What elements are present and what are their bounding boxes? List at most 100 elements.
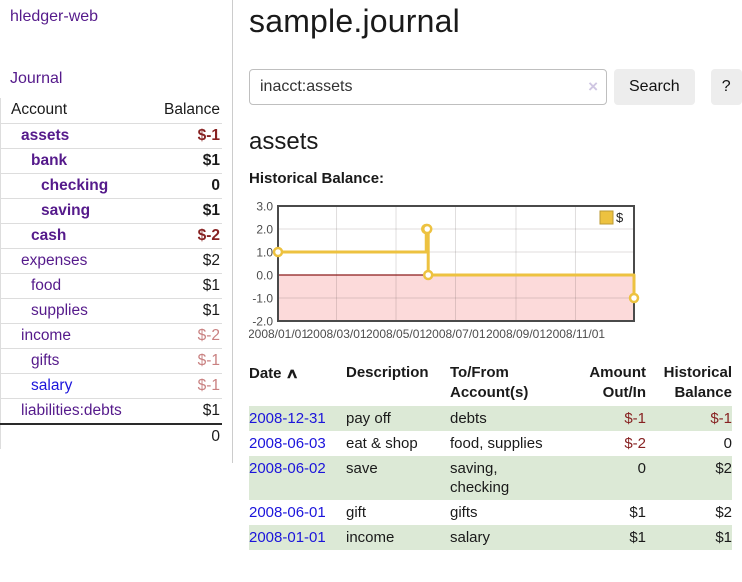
balance-row: gifts $-1 [0,348,222,374]
account-balance: $-1 [197,377,220,394]
legend-swatch [599,210,614,225]
account-cell: saving [1,199,151,224]
data-point-marker [421,223,433,235]
balance-total-row: 0 [0,423,222,449]
account-link-supplies[interactable]: supplies [31,302,88,319]
description-cell: income [346,529,395,546]
page-title: sample.journal [249,3,460,39]
balance-header-row: Account Balance [1,98,223,124]
transaction-row: 2008-06-03 eat & shop food, supplies $-2 0 [249,431,732,456]
page: hledger-web Journal Account Balance asse… [0,0,742,550]
header-label: Amount [589,364,646,381]
balance-total-spacer [0,423,151,449]
account-link-expenses[interactable]: expenses [21,252,88,269]
search-row: × Search ? [249,69,742,105]
balance-row: bank $1 [0,148,222,174]
description-cell: save [346,460,378,477]
transaction-date-link[interactable]: 2008-01-01 [249,529,326,546]
register-table: Date ∧ Description To/From Account(s) Amount O… [249,363,732,550]
account-cell: bank [1,149,151,174]
account-balance: $1 [202,277,220,294]
accounts-cell: food, supplies [450,435,543,452]
sidebar-item-journal[interactable]: Journal [10,70,63,87]
account-balance: $2 [202,252,220,269]
clear-search-icon[interactable]: × [588,77,598,96]
amount-cell: $1 [629,504,646,521]
transaction-date-link[interactable]: 2008-06-02 [249,460,326,477]
header-label: Account(s) [450,384,529,401]
account-cell: food [1,274,151,299]
date-cell: 2008-06-01 [249,500,346,525]
account-balance: $-1 [197,127,220,144]
account-balance: $-2 [197,227,220,244]
chart-label: Historical Balance: [249,170,385,187]
balance-header-account: Account [11,101,68,118]
account-balance: $1 [202,202,220,219]
account-link-liabilities-debts[interactable]: liabilities:debts [21,402,122,419]
account-link-food[interactable]: food [31,277,62,294]
account-cell: supplies [1,299,151,324]
balance-row: cash $-2 [0,223,222,249]
account-balance: $-2 [197,327,220,344]
account-title: assets [249,128,319,155]
account-link-salary[interactable]: salary [31,377,73,394]
account-cell: gifts [1,349,151,374]
description-cell: pay off [346,410,391,427]
register-header-row: Date ∧ Description To/From Account(s) Amount O… [249,363,732,406]
search-button[interactable]: Search [614,69,695,105]
x-tick-label: 2008/07/01 [425,327,485,341]
account-cell: salary [1,374,151,399]
account-link-checking[interactable]: checking [41,177,109,194]
balance-row: saving $1 [0,198,222,224]
account-link-bank[interactable]: bank [31,152,68,169]
accounts-cell: gifts [450,504,478,521]
transaction-date-link[interactable]: 2008-12-31 [249,410,326,427]
account-cell: liabilities:debts [1,399,151,425]
sidebar: hledger-web Journal Account Balance asse… [0,0,233,463]
balance-row: assets $-1 [0,123,222,149]
main-content: sample.journal × Search ? assets Histori… [233,0,742,550]
x-tick-label: 2008/05/01 [366,327,426,341]
y-tick-label: 3.0 [256,200,273,214]
transaction-date-link[interactable]: 2008-06-01 [249,504,326,521]
account-link-income[interactable]: income [21,327,71,344]
y-tick-label: 0.0 [256,269,273,283]
account-link-saving[interactable]: saving [41,202,91,219]
transaction-row: 2008-01-01 income salary $1 $1 [249,525,732,550]
data-point-marker [628,292,640,304]
account-link-gifts[interactable]: gifts [31,352,60,369]
transaction-date-link[interactable]: 2008-06-03 [249,435,326,452]
date-cell: 2008-01-01 [249,525,346,550]
accounts-cell: saving, checking [450,460,510,496]
x-tick-label: 2008/11/01 [546,327,605,341]
balance-row: liabilities:debts $1 [0,398,222,425]
balance-header-balance: Balance [163,101,220,118]
y-tick-label: -1.0 [252,292,273,306]
y-tick-label: -2.0 [252,315,273,329]
balance-row: food $1 [0,273,222,299]
register-header-historical: Historical Balance [646,363,732,406]
transaction-row: 2008-06-02 save saving, checking 0 $2 [249,456,732,500]
account-link-cash[interactable]: cash [31,227,67,244]
brand-link[interactable]: hledger-web [10,8,99,25]
amount-cell: $1 [629,529,646,546]
account-cell: cash [1,224,151,249]
data-point-marker [422,269,434,281]
date-cell: 2008-06-02 [249,456,346,500]
header-label: Date [249,365,282,382]
help-button[interactable]: ? [710,69,742,105]
account-cell: expenses [1,249,151,274]
account-cell: checking [1,174,151,199]
legend-label: $ [616,210,624,225]
historical-balance-chart[interactable]: 3.0 2.0 1.0 0.0 -1.0 -2.02008/01/012008/03/01… [249,199,742,345]
search-input[interactable] [249,69,607,105]
x-tick-label: 2008/03/01 [306,327,366,341]
y-tick-label: 1.0 [256,246,273,260]
balance-row: checking 0 [0,173,222,199]
header-label: Historical [663,364,732,381]
plot-border [277,205,635,322]
balance-cell: $1 [715,529,732,546]
x-tick-label: 2008/09/01 [486,327,546,341]
account-link-assets[interactable]: assets [21,127,70,144]
date-cell: 2008-06-03 [249,431,346,456]
